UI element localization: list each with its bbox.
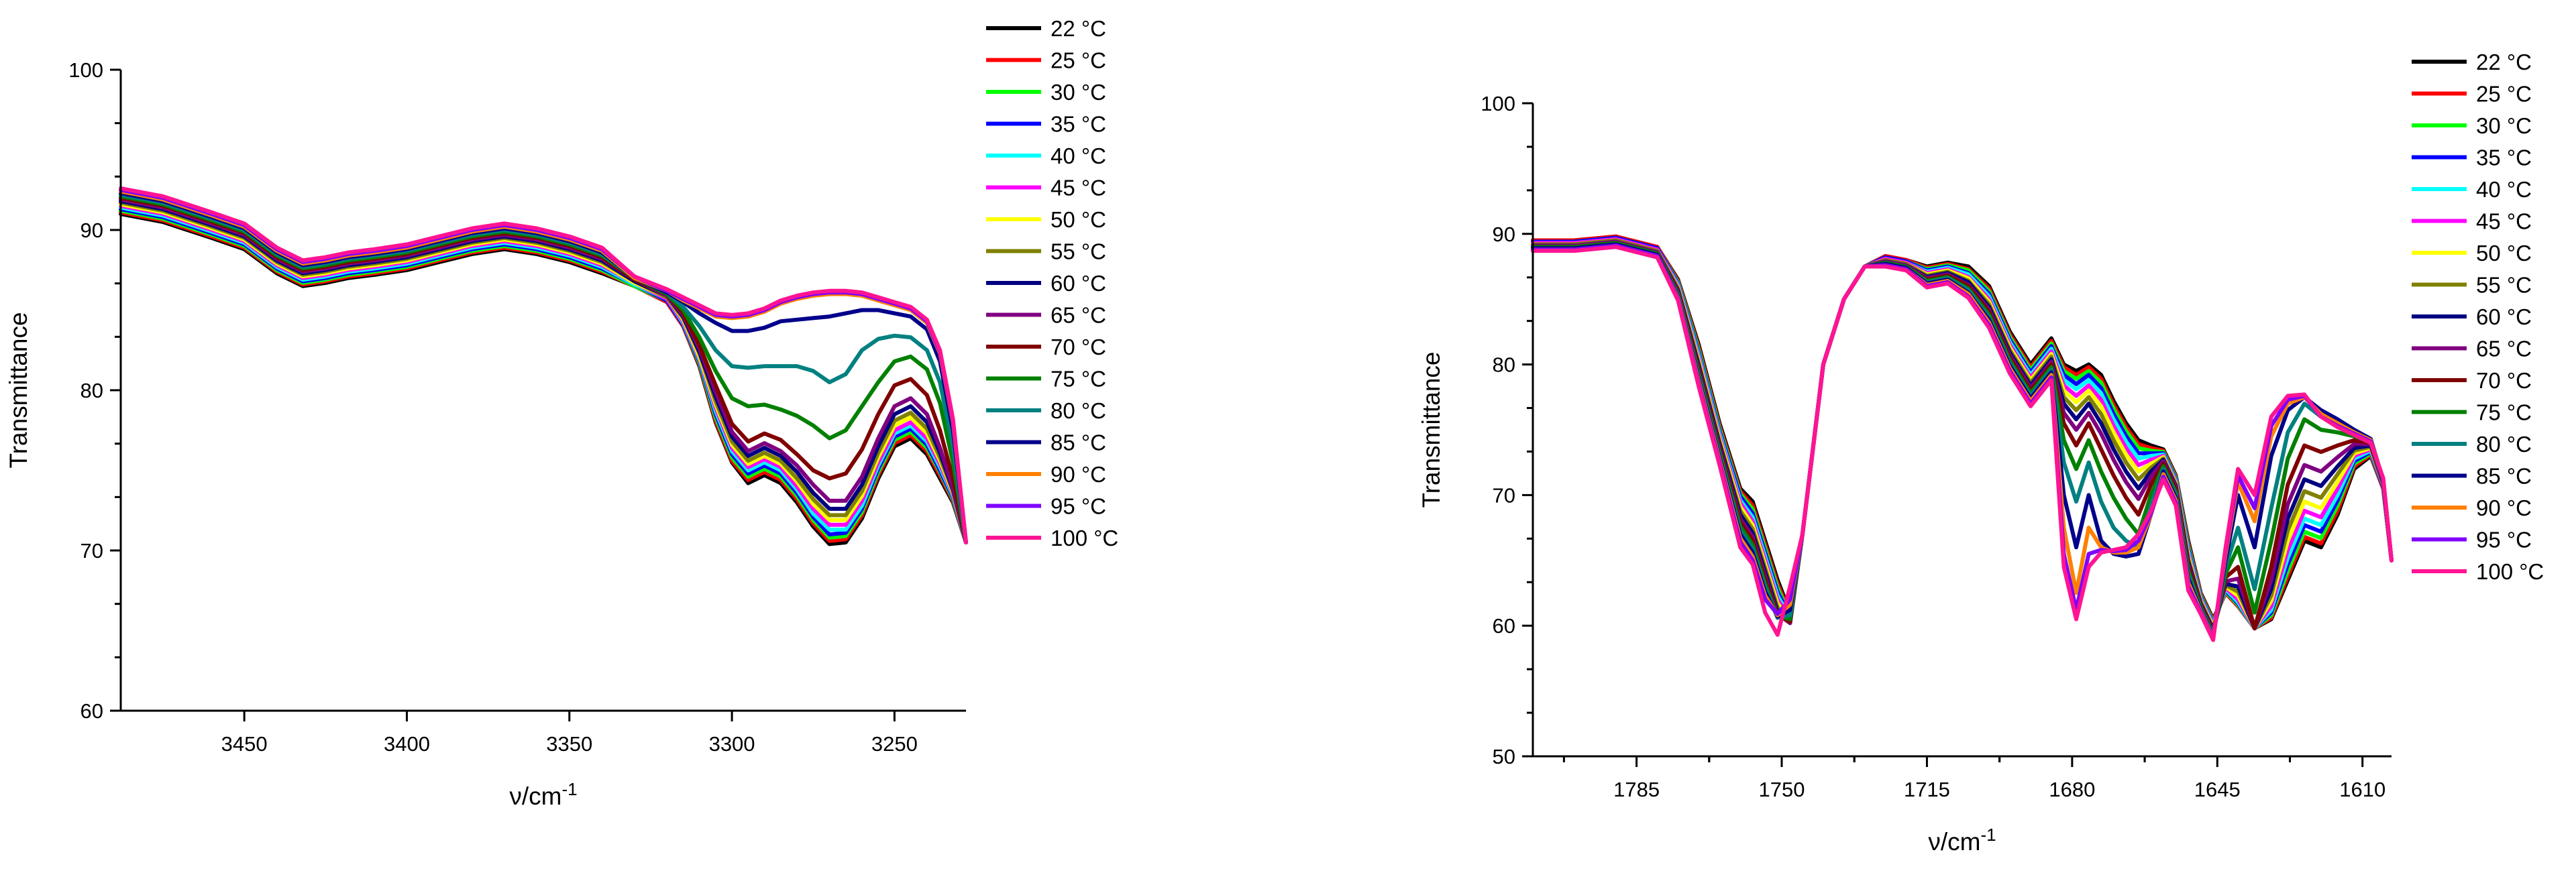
chart1.legend: 22 °C 25 °C 30 °C 35 °C 40 °C 45 °C 50 °C 55 °C… xyxy=(2412,50,2544,584)
chart0.y-axis-title: Transmittance xyxy=(5,312,32,468)
chart1.x-tick-label-1750: 1750 xyxy=(1759,778,1805,801)
chart0.x-tick-label-3400: 3400 xyxy=(384,732,430,756)
chart1.legend-label-70 °C: 70 °C xyxy=(2476,368,2532,393)
chart0.x-tick-label-3350: 3350 xyxy=(546,732,592,756)
chart1.y-tick-label-70: 70 xyxy=(1493,483,1515,507)
chart-oh-stretch-region: 60 70 80 90 100 3450 3400 3350 3300 3250 Transmitt… xyxy=(5,16,1118,810)
chart0.legend-label-35 °C: 35 °C xyxy=(1051,112,1106,137)
chart0.legend-label-60 °C: 60 °C xyxy=(1051,271,1106,296)
chart1.legend-label-80 °C: 80 °C xyxy=(2476,432,2532,457)
chart0.legend-label-55 °C: 55 °C xyxy=(1051,239,1106,264)
chart0.legend-label-100 °C: 100 °C xyxy=(1051,526,1118,550)
chart0.y-tick-label-80: 80 xyxy=(80,379,103,402)
chart1.y-tick-label-60: 60 xyxy=(1493,614,1515,638)
chart0.legend-label-50 °C: 50 °C xyxy=(1051,207,1106,232)
chart0.legend-label-85 °C: 85 °C xyxy=(1051,430,1106,455)
chart0.legend-label-30 °C: 30 °C xyxy=(1051,80,1106,105)
chart1.legend-label-65 °C: 65 °C xyxy=(2476,337,2532,361)
chart0.y-tick-label-70: 70 xyxy=(80,539,103,563)
chart1.y-tick-label-100: 100 xyxy=(1481,92,1515,115)
chart0.legend: 22 °C 25 °C 30 °C 35 °C 40 °C 45 °C 50 °C 55 °C… xyxy=(986,16,1118,550)
chart0.series-line-100 °C xyxy=(119,186,968,544)
chart1.x-axis-title: ν/cm-1 xyxy=(1928,825,1996,856)
chart1.x-tick-label-1715: 1715 xyxy=(1904,778,1950,801)
chart1.legend-label-85 °C: 85 °C xyxy=(2476,464,2532,489)
chart1.legend-label-60 °C: 60 °C xyxy=(2476,304,2532,329)
chart0.legend-label-90 °C: 90 °C xyxy=(1051,462,1106,487)
chart1.y-axis-title: Transmittance xyxy=(1417,351,1445,508)
chart1.series-line-100 °C xyxy=(1531,245,2394,642)
chart-carbonyl-region: 50 60 70 80 90 100 1785 1750 1715 1680 1645 1610 Tra… xyxy=(1417,50,2544,856)
chart0.legend-label-40 °C: 40 °C xyxy=(1051,143,1106,168)
chart0.x-tick-label-3300: 3300 xyxy=(709,732,755,756)
chart0.y-tick-label-60: 60 xyxy=(80,699,103,723)
chart1.legend-label-90 °C: 90 °C xyxy=(2476,495,2532,520)
chart1.legend-label-55 °C: 55 °C xyxy=(2476,273,2532,298)
chart1.x-tick-label-1785: 1785 xyxy=(1613,778,1660,801)
chart0.legend-label-95 °C: 95 °C xyxy=(1051,494,1106,519)
chart1.series-line-75 °C xyxy=(1531,241,2394,636)
chart1.y-tick-label-50: 50 xyxy=(1493,745,1515,768)
chart1.x-tick-label-1680: 1680 xyxy=(2049,778,2095,801)
chart0.x-tick-label-3250: 3250 xyxy=(871,732,918,756)
chart0.legend-label-65 °C: 65 °C xyxy=(1051,303,1106,328)
chart1.legend-label-100 °C: 100 °C xyxy=(2476,559,2544,584)
chart1.legend-label-95 °C: 95 °C xyxy=(2476,528,2532,552)
chart1.legend-label-75 °C: 75 °C xyxy=(2476,400,2532,425)
chart0.legend-label-70 °C: 70 °C xyxy=(1051,335,1106,359)
chart0.legend-label-75 °C: 75 °C xyxy=(1051,367,1106,392)
chart1.legend-label-25 °C: 25 °C xyxy=(2476,82,2532,107)
chart0.y-tick-label-100: 100 xyxy=(68,58,103,82)
chart1.legend-label-22 °C: 22 °C xyxy=(2476,50,2532,74)
chart1.y-tick-label-90: 90 xyxy=(1493,223,1515,246)
chart1.legend-label-35 °C: 35 °C xyxy=(2476,145,2532,170)
chart0.x-axis-title: ν/cm-1 xyxy=(509,779,577,810)
chart1.y-tick-label-80: 80 xyxy=(1493,353,1515,377)
chart1.x-tick-label-1610: 1610 xyxy=(2339,778,2385,801)
chart1.legend-label-30 °C: 30 °C xyxy=(2476,113,2532,138)
chart0.legend-label-45 °C: 45 °C xyxy=(1051,176,1106,200)
chart0.x-tick-label-3450: 3450 xyxy=(221,732,268,756)
chart1.legend-label-50 °C: 50 °C xyxy=(2476,241,2532,266)
chart0.series-line-40 °C xyxy=(119,205,968,544)
chart0.y-tick-label-90: 90 xyxy=(80,219,103,242)
chart0.legend-label-80 °C: 80 °C xyxy=(1051,398,1106,423)
chart0.legend-label-25 °C: 25 °C xyxy=(1051,48,1106,73)
chart1.legend-label-45 °C: 45 °C xyxy=(2476,209,2532,234)
chart0.legend-label-22 °C: 22 °C xyxy=(1051,16,1106,41)
chart1.legend-label-40 °C: 40 °C xyxy=(2476,177,2532,202)
chart1.x-tick-label-1645: 1645 xyxy=(2194,778,2241,801)
